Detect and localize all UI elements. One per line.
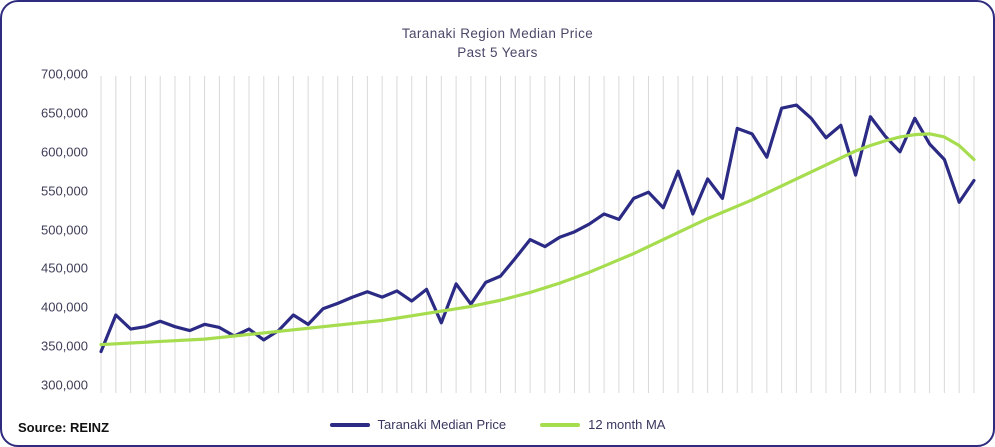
- chart-title: Taranaki Region Median Price Past 5 Year…: [2, 24, 993, 62]
- y-axis-tick-label: 700,000: [41, 66, 88, 82]
- y-axis-tick-label: 550,000: [41, 183, 88, 199]
- y-axis-tick-label: 400,000: [41, 299, 88, 315]
- ma-line-swatch: [540, 422, 581, 427]
- price-chart-plot: [98, 66, 977, 393]
- source-label: Source: REINZ: [18, 420, 110, 435]
- moving-average-line: [101, 134, 974, 345]
- y-axis: 700,000 650,000 600,000 550,000 500,000 450,0…: [16, 66, 98, 393]
- chart-title-line1: Taranaki Region Median Price: [401, 26, 594, 41]
- y-axis-tick-label: 500,000: [41, 222, 88, 237]
- y-axis-tick-label: 300,000: [41, 377, 88, 393]
- chart-legend: Taranaki Median Price 12 month MA: [2, 417, 993, 432]
- price-chart-svg: [98, 66, 977, 393]
- y-axis-tick-label: 350,000: [41, 338, 88, 354]
- chart-area: 700,000 650,000 600,000 550,000 500,000 450,0…: [16, 66, 977, 393]
- legend-label-median-price: Taranaki Median Price: [377, 417, 507, 432]
- legend-item-12-month-ma: 12 month MA: [540, 417, 665, 432]
- y-axis-tick-label: 600,000: [41, 144, 88, 160]
- median-price-line-swatch: [329, 422, 370, 427]
- y-axis-tick-label: 650,000: [41, 105, 88, 121]
- legend-label-12-month-ma: 12 month MA: [588, 417, 666, 432]
- y-axis-tick-label: 450,000: [41, 260, 88, 276]
- median-price-line: [101, 105, 974, 351]
- chart-title-line2: Past 5 Years: [457, 45, 538, 60]
- legend-item-median-price: Taranaki Median Price: [329, 417, 507, 432]
